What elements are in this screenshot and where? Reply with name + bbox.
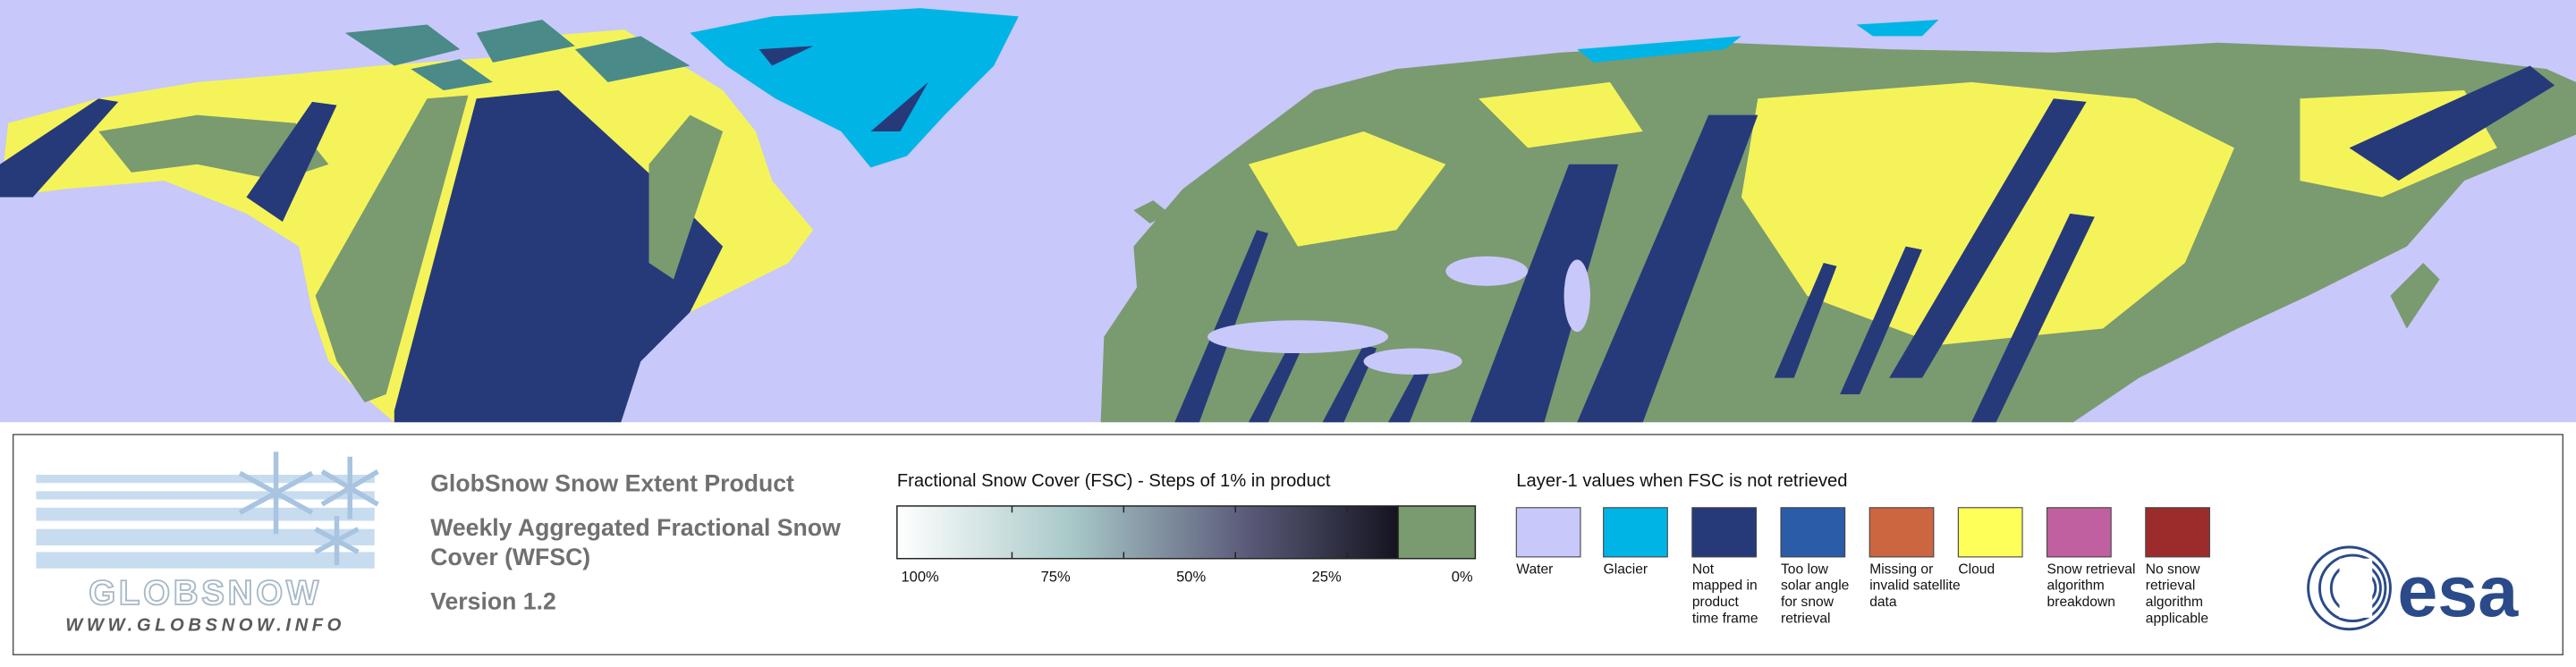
- map: [0, 0, 2576, 423]
- legend-swatch: [2046, 507, 2112, 558]
- britain: [1182, 216, 1233, 272]
- black-sea: [1445, 256, 1529, 286]
- legend-label: mapped in: [1692, 578, 1758, 594]
- stripe: [1174, 230, 1922, 423]
- fsc-label: 25%: [1312, 568, 1342, 585]
- fsc-labels: 100% 75% 50% 25% 0%: [901, 505, 1473, 585]
- legend-swatch: [1957, 507, 2023, 558]
- legend-label: Missing or: [1869, 561, 1933, 577]
- product-subtitle: Cover (WFSC): [430, 544, 590, 570]
- legend-label: Snow retrieval: [2047, 561, 2136, 577]
- esa-logo: esa: [2307, 545, 2519, 632]
- stripe: [648, 114, 724, 280]
- fsc-label: 100%: [901, 568, 939, 585]
- legend-swatch: [1603, 507, 1668, 558]
- legend-label: invalid satellite: [1869, 578, 1960, 594]
- legend-label: data: [1869, 595, 1897, 610]
- logo-name: GLOBSNOW: [89, 574, 322, 612]
- legend-label: for snow: [1781, 595, 1835, 610]
- product-version: Version 1.2: [430, 588, 556, 615]
- greenland: [690, 8, 1019, 168]
- stripe: [315, 95, 469, 403]
- legend-label: retrieval: [2146, 578, 2196, 594]
- stripe: [394, 90, 724, 423]
- legend-label: applicable: [2146, 611, 2208, 626]
- logo-stripe: [36, 552, 375, 569]
- caspian-sea: [1563, 259, 1590, 333]
- legend-label: No snow: [2146, 561, 2200, 577]
- arctic-glacier: [1577, 20, 1939, 63]
- japan: [2390, 262, 2440, 329]
- legend-label: breakdown: [2047, 595, 2115, 610]
- legend-label: Cloud: [1958, 561, 1995, 577]
- logo-url: WWW.GLOBSNOW.INFO: [65, 616, 345, 636]
- logo-stripe: [36, 507, 375, 521]
- legend-label: Not: [1692, 561, 1715, 577]
- logo-stripe: [36, 528, 375, 546]
- fsc-label: 50%: [1176, 568, 1206, 585]
- layer1-title: Layer-1 values when FSC is not retrieved: [1516, 471, 1847, 491]
- arctic-islands: [344, 20, 691, 91]
- product-subtitle: Weekly Aggregated Fractional Snow: [430, 514, 841, 541]
- fsc-label: 75%: [1041, 568, 1071, 585]
- stripe: [0, 98, 119, 198]
- legend-label: product: [1692, 595, 1740, 610]
- fsc-zero: [1397, 505, 1477, 560]
- snowflakes: [238, 452, 379, 566]
- legend-swatch: [1691, 507, 1758, 558]
- legend-label: time frame: [1692, 611, 1758, 626]
- logo-stripe: [36, 491, 375, 500]
- legend-swatch: [1780, 507, 1846, 558]
- cloud-patch: [1248, 81, 2497, 247]
- legend-label: algorithm: [2146, 595, 2203, 610]
- product-title: GlobSnow Snow Extent Product: [430, 469, 794, 496]
- legend-label: Glacier: [1604, 561, 1648, 577]
- fsc-gradient: [896, 505, 1399, 560]
- stripe: [1470, 65, 2555, 423]
- stripe: [246, 101, 337, 223]
- legend-label: retrieval: [1781, 611, 1831, 626]
- greenland-gap: [758, 46, 928, 131]
- legend-swatch: [1868, 507, 1935, 558]
- agency-name: esa: [2397, 552, 2519, 632]
- legend-label: solar angle: [1781, 578, 1849, 594]
- globsnow-logo: GLOBSNOW WWW.GLOBSNOW.INFO: [36, 452, 379, 636]
- fsc-title: Fractional Snow Cover (FSC) - Steps of 1…: [897, 471, 1331, 491]
- mediterranean: [1208, 320, 1389, 354]
- legend-swatch: [1515, 507, 1581, 558]
- legend-label: algorithm: [2047, 578, 2105, 594]
- logo-stripe: [36, 475, 375, 484]
- legend-swatch: [2145, 507, 2210, 558]
- fsc-label: 0%: [1452, 568, 1473, 585]
- mediterranean: [1363, 348, 1462, 375]
- legend-label: Water: [1516, 561, 1553, 577]
- legend-label: Too low: [1781, 561, 1829, 577]
